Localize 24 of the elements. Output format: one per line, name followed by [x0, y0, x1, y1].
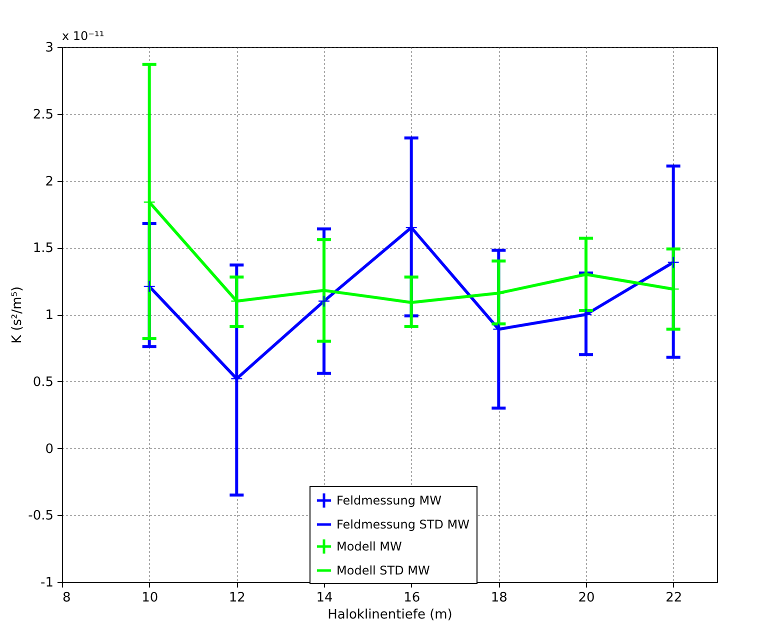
x-tick-label: 18 [490, 590, 508, 606]
y-tick-label: 2 [45, 174, 54, 190]
y-tick-label: -1 [40, 576, 54, 590]
text: x 10⁻¹¹ [62, 29, 104, 43]
x-tick-label: 20 [578, 590, 595, 606]
legend-label: Feldmessung STD MW [336, 518, 470, 532]
y-tick-label: 1.5 [32, 241, 54, 256]
x-tick-label: 10 [142, 590, 158, 606]
x-tick-label: 12 [228, 590, 246, 606]
y-axis-title: K (s²/m⁵) [10, 286, 26, 344]
legend-label: Modell MW [336, 540, 402, 554]
x-tick-label: 14 [316, 590, 333, 606]
x-tick-label: 16 [404, 590, 420, 606]
x-tick-label: 22 [666, 590, 682, 606]
y-tick-label: 2.5 [32, 107, 54, 122]
y-tick-label: 3 [45, 40, 54, 56]
y-tick-label: 1 [45, 308, 54, 323]
y-tick-label: 0.5 [32, 374, 54, 390]
x-axis-title: Haloklinentiefe (m) [328, 608, 452, 622]
y-tick-label: 0 [45, 442, 54, 457]
y-tick-label: -0.5 [28, 508, 54, 524]
x-tick-label: 8 [62, 590, 71, 606]
legend-label: Modell STD MW [336, 564, 430, 578]
legend-label: Feldmessung MW [336, 494, 442, 508]
